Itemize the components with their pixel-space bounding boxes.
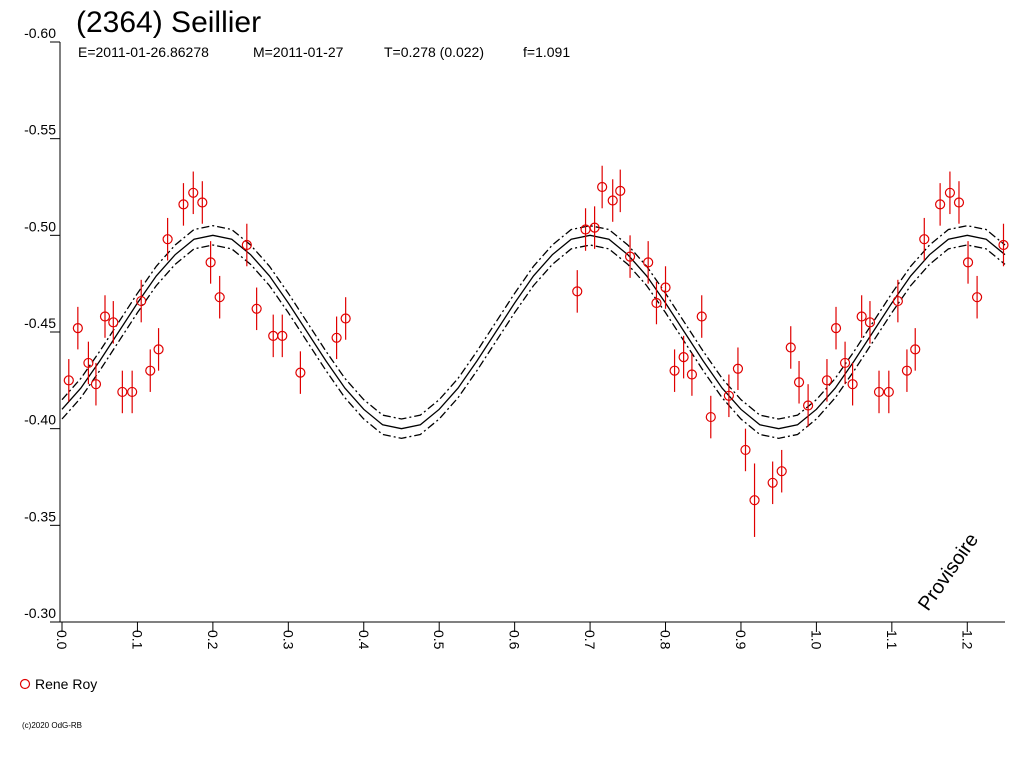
y-tick-label: -0.55 bbox=[24, 122, 56, 138]
y-tick-label: -0.50 bbox=[24, 218, 56, 234]
x-tick-label: 1.2 bbox=[959, 630, 975, 650]
x-tick-label: 0.6 bbox=[507, 630, 523, 650]
data-point bbox=[892, 295, 903, 307]
data-point bbox=[830, 323, 842, 334]
x-tick-label: 1.1 bbox=[884, 630, 900, 650]
chart-title: (2364) Seillier bbox=[76, 6, 261, 39]
x-tick-label: 0.4 bbox=[356, 630, 372, 650]
x-tick-label: 0.7 bbox=[582, 630, 598, 650]
data-point bbox=[919, 234, 930, 245]
data-point bbox=[803, 400, 814, 411]
data-point bbox=[162, 234, 173, 245]
data-point bbox=[696, 311, 707, 322]
data-point bbox=[821, 375, 833, 386]
data-point bbox=[767, 477, 778, 488]
data-point bbox=[883, 386, 894, 398]
data-point bbox=[589, 222, 600, 233]
x-tick-label: 0.3 bbox=[280, 630, 296, 650]
data-point bbox=[864, 317, 876, 328]
data-point bbox=[686, 369, 698, 380]
data-point bbox=[669, 365, 680, 376]
data-point bbox=[99, 311, 111, 322]
data-point bbox=[749, 495, 760, 506]
data-point bbox=[188, 187, 199, 198]
subtitle: M=2011-01-27 bbox=[253, 44, 344, 60]
data-point bbox=[856, 311, 867, 322]
data-point bbox=[935, 199, 946, 210]
x-tick-label: 0.9 bbox=[733, 630, 749, 650]
data-point bbox=[624, 251, 636, 262]
model-curve bbox=[61, 244, 1006, 439]
data-point bbox=[705, 411, 716, 423]
data-point bbox=[971, 292, 983, 303]
data-point bbox=[651, 297, 662, 309]
data-point bbox=[251, 303, 262, 314]
data-point bbox=[178, 199, 189, 210]
x-tick-label: 0.0 bbox=[54, 630, 70, 650]
data-point bbox=[839, 357, 851, 369]
x-tick-label: 0.2 bbox=[205, 630, 221, 650]
data-point bbox=[572, 286, 583, 297]
y-tick-label: -0.35 bbox=[24, 508, 56, 524]
data-point bbox=[643, 257, 654, 268]
data-point bbox=[615, 185, 626, 196]
data-point bbox=[331, 332, 342, 343]
data-point bbox=[277, 330, 288, 341]
subtitle: E=2011-01-26.86278 bbox=[78, 44, 209, 60]
data-point bbox=[678, 352, 689, 363]
data-point bbox=[944, 187, 956, 198]
data-point bbox=[793, 377, 805, 388]
data-point bbox=[214, 292, 225, 303]
data-point bbox=[72, 323, 83, 334]
legend-label: Rene Roy bbox=[35, 676, 97, 692]
data-point bbox=[873, 386, 885, 398]
data-point bbox=[340, 313, 351, 324]
data-point bbox=[740, 444, 751, 456]
data-point bbox=[847, 379, 858, 390]
data-point bbox=[197, 197, 208, 208]
x-tick-label: 1.0 bbox=[808, 630, 824, 650]
data-point bbox=[785, 342, 796, 353]
data-point bbox=[953, 197, 965, 208]
x-tick-label: 0.8 bbox=[658, 630, 674, 650]
footer: (c)2020 OdG-RB bbox=[22, 721, 82, 730]
data-point bbox=[145, 365, 156, 376]
y-tick-label: -0.60 bbox=[24, 25, 56, 41]
data-point bbox=[117, 386, 128, 398]
data-point bbox=[83, 357, 94, 369]
data-point bbox=[910, 344, 921, 355]
data-point bbox=[205, 257, 216, 268]
data-point bbox=[63, 375, 74, 386]
y-tick-label: -0.30 bbox=[24, 605, 56, 621]
data-point bbox=[901, 365, 913, 376]
data-point bbox=[597, 181, 608, 193]
y-tick-label: -0.45 bbox=[24, 315, 56, 331]
data-point bbox=[660, 282, 671, 293]
y-tick-label: -0.40 bbox=[24, 412, 56, 428]
data-point bbox=[127, 386, 138, 398]
data-point bbox=[607, 195, 618, 206]
data-point bbox=[295, 367, 306, 378]
legend-marker bbox=[19, 678, 31, 690]
x-tick-label: 0.1 bbox=[129, 630, 145, 650]
data-point bbox=[90, 379, 102, 390]
data-point bbox=[732, 363, 744, 374]
model-curve bbox=[61, 234, 1006, 430]
data-point bbox=[108, 317, 119, 328]
x-tick-label: 0.5 bbox=[431, 630, 447, 650]
data-point bbox=[241, 239, 252, 251]
subtitle: f=1.091 bbox=[523, 44, 570, 60]
data-point bbox=[962, 257, 974, 268]
model-curve bbox=[61, 225, 1006, 420]
data-point bbox=[153, 344, 164, 355]
data-point bbox=[136, 295, 147, 307]
data-point bbox=[723, 390, 734, 401]
data-point bbox=[998, 239, 1009, 251]
data-point bbox=[776, 466, 787, 477]
subtitle: T=0.278 (0.022) bbox=[384, 44, 484, 60]
